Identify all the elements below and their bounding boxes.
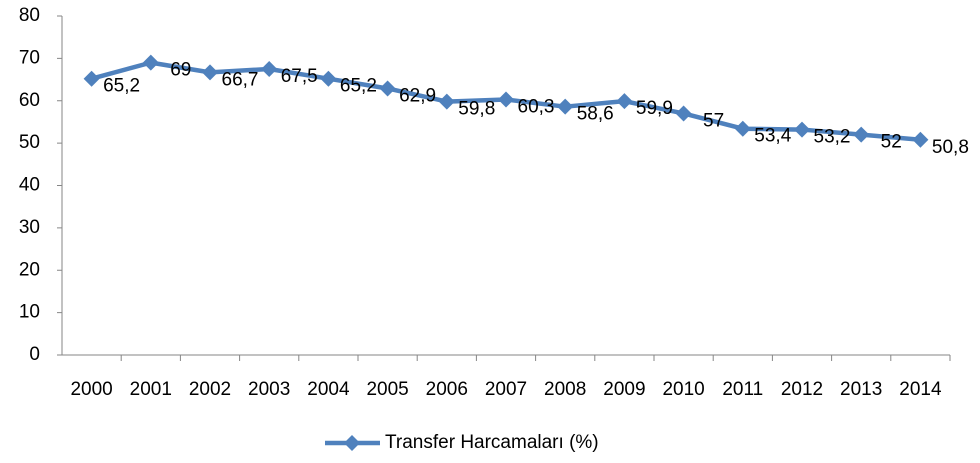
marker xyxy=(320,70,337,87)
marker xyxy=(794,121,810,138)
legend-marker xyxy=(344,435,360,451)
data-label: 60,3 xyxy=(518,96,555,117)
legend-label: Transfer Harcamaları (%) xyxy=(385,432,599,453)
marker xyxy=(379,80,396,97)
y-tick-label: 30 xyxy=(19,217,40,238)
data-label: 59,8 xyxy=(458,99,495,120)
x-tick-label: 2013 xyxy=(840,379,882,400)
x-tick-label: 2014 xyxy=(899,379,942,400)
y-tick-label: 20 xyxy=(19,259,40,280)
y-tick-label: 40 xyxy=(19,175,40,196)
data-label: 58,6 xyxy=(577,104,614,125)
marker xyxy=(734,120,751,137)
y-tick-label: 70 xyxy=(19,47,40,68)
marker xyxy=(261,60,278,77)
data-label: 62,9 xyxy=(399,85,436,106)
x-tick-label: 2004 xyxy=(307,379,350,400)
data-label: 67,5 xyxy=(281,66,318,87)
marker xyxy=(557,98,574,115)
marker xyxy=(438,93,455,110)
data-label: 52 xyxy=(881,132,902,153)
marker xyxy=(498,91,514,108)
y-tick-label: 80 xyxy=(19,5,40,26)
x-tick-label: 2006 xyxy=(426,379,468,400)
data-label: 65,2 xyxy=(340,76,377,97)
x-tick-label: 2005 xyxy=(366,379,408,400)
data-label: 57 xyxy=(703,110,724,131)
x-tick-label: 2009 xyxy=(603,379,645,400)
x-tick-label: 2012 xyxy=(781,379,823,400)
x-tick-label: 2008 xyxy=(544,379,586,400)
y-tick-label: 60 xyxy=(19,90,40,111)
marker xyxy=(83,70,100,87)
x-tick-label: 2011 xyxy=(722,379,763,400)
y-tick-label: 0 xyxy=(29,344,40,365)
x-tick-label: 2000 xyxy=(70,379,112,400)
marker xyxy=(675,105,692,122)
y-tick-label: 10 xyxy=(19,302,40,323)
data-label: 50,8 xyxy=(932,137,969,158)
x-tick-label: 2001 xyxy=(130,379,172,400)
x-tick-label: 2002 xyxy=(189,379,231,400)
x-tick-label: 2007 xyxy=(485,379,527,400)
marker xyxy=(616,93,633,110)
data-label: 59,9 xyxy=(636,98,673,119)
marker xyxy=(912,131,929,148)
data-label: 53,4 xyxy=(754,126,791,147)
x-tick-label: 2003 xyxy=(248,379,290,400)
marker xyxy=(142,54,159,71)
data-label: 66,7 xyxy=(222,69,259,90)
data-label: 53,2 xyxy=(814,127,851,148)
marker xyxy=(853,126,870,143)
marker xyxy=(202,64,218,81)
x-tick-label: 2010 xyxy=(662,379,704,400)
data-label: 69 xyxy=(170,60,191,81)
y-tick-label: 50 xyxy=(19,132,40,153)
data-label: 65,2 xyxy=(103,76,140,97)
